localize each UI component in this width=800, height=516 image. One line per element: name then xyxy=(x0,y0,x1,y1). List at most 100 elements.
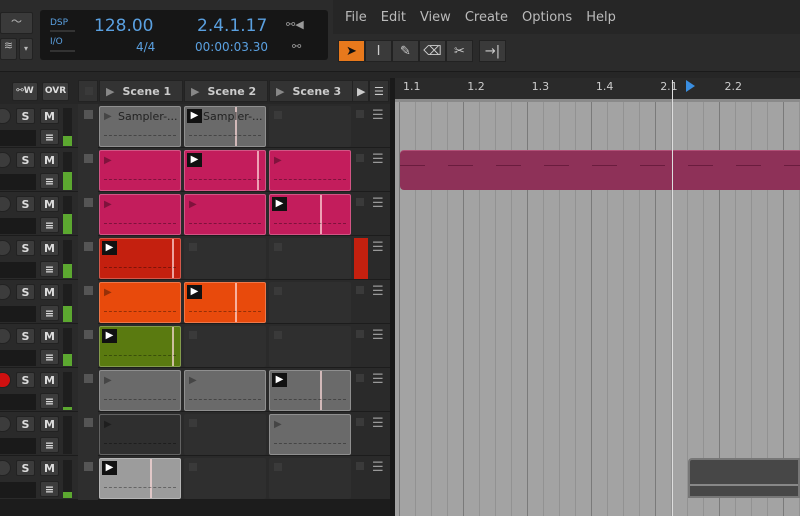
mute-button[interactable]: M xyxy=(40,460,59,476)
clip-lightgray[interactable]: ▶ xyxy=(99,458,181,499)
time-signature[interactable]: 4/4 xyxy=(136,40,156,54)
clip-gray[interactable]: ▶ xyxy=(269,370,351,411)
solo-button[interactable]: S xyxy=(16,108,35,124)
mute-button[interactable]: M xyxy=(40,196,59,212)
arranger-clip-gray[interactable] xyxy=(688,458,800,498)
menu-options[interactable]: Options xyxy=(522,9,573,25)
scene-3-launch[interactable]: ▶ Scene 3 xyxy=(269,80,353,102)
menu-view[interactable]: View xyxy=(419,9,451,25)
solo-button[interactable]: S xyxy=(16,328,35,344)
clip-orange[interactable]: ▶ xyxy=(99,282,181,323)
clip-overflow[interactable] xyxy=(354,238,368,279)
mute-button[interactable]: M xyxy=(40,284,59,300)
clip-list-icon[interactable]: ☰ xyxy=(372,416,384,431)
record-arm-button[interactable] xyxy=(0,416,11,432)
clip-list-icon[interactable]: ☰ xyxy=(372,240,384,255)
track-menu-icon[interactable]: ≡ xyxy=(40,129,59,145)
stop-all-button[interactable] xyxy=(78,80,98,102)
tempo[interactable]: 128.00 xyxy=(94,16,154,36)
record-arm-button[interactable] xyxy=(0,108,11,124)
clip-red[interactable]: ▶ xyxy=(99,238,181,279)
write-automation-button[interactable]: ⚯W xyxy=(12,82,38,101)
stop-track-button[interactable] xyxy=(84,242,93,251)
clip-gray[interactable]: ▶ xyxy=(269,414,351,455)
mute-button[interactable]: M xyxy=(40,152,59,168)
track-menu-icon[interactable]: ≡ xyxy=(40,393,59,409)
record-arm-button[interactable] xyxy=(0,152,11,168)
solo-button[interactable]: S xyxy=(16,372,35,388)
track-name-field[interactable] xyxy=(0,262,36,278)
record-arm-button[interactable] xyxy=(0,240,11,256)
clip-gray[interactable]: ▶ xyxy=(184,370,266,411)
clip-list-icon[interactable]: ☰ xyxy=(372,372,384,387)
empty-clip-slot[interactable] xyxy=(269,326,351,367)
solo-button[interactable]: S xyxy=(16,196,35,212)
mute-button[interactable]: M xyxy=(40,328,59,344)
record-arm-button[interactable] xyxy=(0,328,11,344)
overdub-button[interactable]: OVR xyxy=(42,82,69,101)
solo-button[interactable]: S xyxy=(16,284,35,300)
stop-track-button[interactable] xyxy=(84,330,93,339)
pencil-icon[interactable]: ✎ xyxy=(392,40,419,62)
clip-list-icon[interactable]: ☰ xyxy=(372,460,384,475)
arranger-grid[interactable] xyxy=(395,78,800,516)
empty-clip-slot[interactable] xyxy=(184,414,266,455)
knife-icon[interactable]: ✂ xyxy=(446,40,473,62)
clip-gray[interactable]: ▶ xyxy=(99,370,181,411)
stop-track-button[interactable] xyxy=(84,418,93,427)
clip-list-icon[interactable]: ☰ xyxy=(372,152,384,167)
dropdown-arrow-icon[interactable]: ▾ xyxy=(19,38,33,60)
scene-1-launch[interactable]: ▶ Scene 1 xyxy=(99,80,183,102)
record-arm-button[interactable] xyxy=(0,460,11,476)
track-name-field[interactable] xyxy=(0,174,36,190)
clip-green[interactable]: ▶ xyxy=(99,326,181,367)
stop-track-button[interactable] xyxy=(84,462,93,471)
clip-dark[interactable]: ▶ xyxy=(99,414,181,455)
clip-list-icon[interactable]: ☰ xyxy=(372,328,384,343)
clip-orange[interactable]: ▶ xyxy=(184,282,266,323)
text-cursor-icon[interactable]: I xyxy=(365,40,392,62)
empty-clip-slot[interactable] xyxy=(184,238,266,279)
track-name-field[interactable] xyxy=(0,306,36,322)
chain-icon[interactable]: ⚯ xyxy=(292,40,302,53)
empty-clip-slot[interactable] xyxy=(184,458,266,499)
menu-create[interactable]: Create xyxy=(464,9,509,25)
clip-pink[interactable]: ▶ xyxy=(184,150,266,191)
timeline-ruler[interactable]: 1.1 1.2 1.3 1.4 2.1 2.2 xyxy=(395,78,800,102)
track-menu-icon[interactable]: ≡ xyxy=(40,437,59,453)
empty-clip-slot[interactable] xyxy=(269,458,351,499)
pointer-icon[interactable]: ➤ xyxy=(338,40,365,62)
solo-button[interactable]: S xyxy=(16,240,35,256)
clip-pink[interactable]: ▶ xyxy=(184,194,266,235)
arranger-clip-pink[interactable] xyxy=(400,150,800,190)
position-time[interactable]: 00:00:03.30 xyxy=(195,40,268,54)
track-name-field[interactable] xyxy=(0,438,36,454)
clip-pink[interactable]: ▶ xyxy=(269,150,351,191)
playhead-marker-icon[interactable] xyxy=(686,80,695,92)
track-name-field[interactable] xyxy=(0,350,36,366)
stop-track-button[interactable] xyxy=(84,286,93,295)
solo-button[interactable]: S xyxy=(16,416,35,432)
clip-pink[interactable]: ▶ xyxy=(99,194,181,235)
menu-help[interactable]: Help xyxy=(586,9,616,25)
track-name-field[interactable] xyxy=(0,482,36,498)
solo-button[interactable]: S xyxy=(16,152,35,168)
mute-button[interactable]: M xyxy=(40,372,59,388)
automation-curve-button[interactable]: 〜 xyxy=(0,12,33,34)
track-name-field[interactable] xyxy=(0,218,36,234)
track-menu-icon[interactable]: ≡ xyxy=(40,349,59,365)
empty-clip-slot[interactable] xyxy=(269,106,351,147)
mute-button[interactable]: M xyxy=(40,108,59,124)
track-name-field[interactable] xyxy=(0,130,36,146)
track-menu-icon[interactable]: ≡ xyxy=(40,305,59,321)
stop-track-button[interactable] xyxy=(84,198,93,207)
link-icon[interactable]: ⚯◀ xyxy=(286,18,304,31)
menu-file[interactable]: File xyxy=(345,9,367,25)
mute-button[interactable]: M xyxy=(40,240,59,256)
record-arm-button[interactable] xyxy=(0,372,11,388)
clip-gray[interactable]: ▶ Sampler-... xyxy=(99,106,181,147)
stop-track-button[interactable] xyxy=(84,110,93,119)
clip-list-icon[interactable]: ☰ xyxy=(372,196,384,211)
record-arm-button[interactable] xyxy=(0,284,11,300)
stop-track-button[interactable] xyxy=(84,154,93,163)
